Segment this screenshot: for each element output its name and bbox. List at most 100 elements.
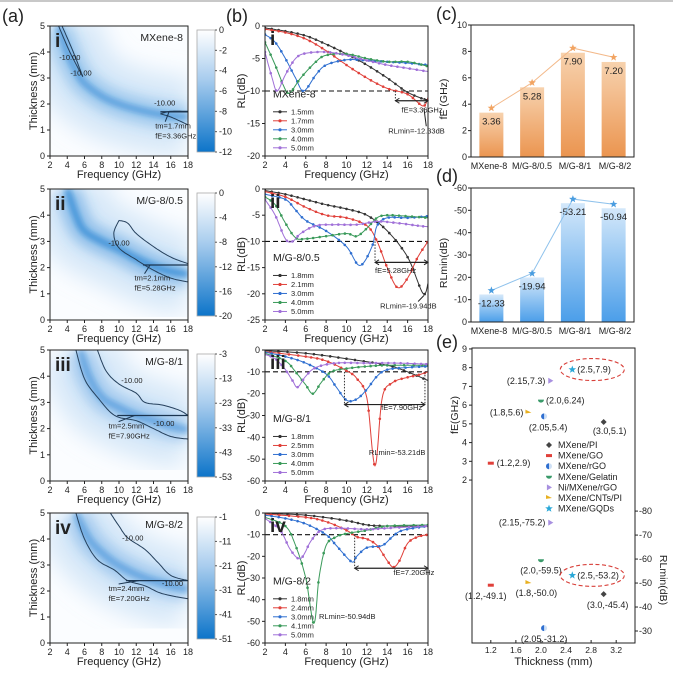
marker-diamond-icon [600, 418, 607, 425]
annotation-arrow [164, 111, 170, 122]
tm-annotation: tm=1.7mm [155, 122, 191, 131]
x-tick-label: 18 [183, 160, 193, 170]
rl-marker [321, 519, 324, 522]
rl-marker [314, 38, 318, 41]
rl-marker [322, 377, 326, 381]
x-tick-label: 14 [148, 160, 158, 170]
rl-curve-5.0mm [265, 518, 428, 560]
roman-label: iii [55, 355, 71, 376]
sample-name: M/G-8/0.5 [273, 252, 320, 264]
rl-marker [354, 234, 358, 238]
rl-marker [314, 60, 318, 64]
rl-marker [404, 222, 408, 226]
rl-marker [356, 361, 359, 365]
legend-marker [278, 624, 282, 628]
rl-marker [394, 60, 397, 64]
rl-marker [291, 61, 294, 64]
rl-marker [345, 63, 348, 67]
rl-marker [372, 524, 376, 527]
y-tick-label: 0 [40, 151, 45, 161]
rl-curves [265, 189, 428, 296]
legend-marker [278, 606, 282, 610]
rl-marker [381, 60, 385, 63]
rl-marker [343, 532, 347, 536]
rl-marker [356, 530, 360, 534]
x-tick-label: 2.8 [585, 645, 597, 655]
rl-marker [374, 238, 378, 241]
rl-marker [287, 514, 291, 518]
x-tick-label: 14 [382, 485, 392, 495]
rl-marker [285, 541, 288, 544]
rl-curve-1.8mm [265, 190, 428, 295]
y-tick-label: -40 [247, 595, 260, 605]
marker-diamond-icon [546, 442, 552, 448]
y-tick-label-left: 5 [462, 419, 467, 429]
colorbar-tick-label: -12 [219, 262, 232, 272]
rl-marker [302, 73, 305, 77]
colorbar-tick-label: -11 [219, 536, 231, 546]
x-axis-title: Frequency (GHz) [304, 333, 388, 345]
rl-marker [351, 218, 355, 221]
rl-marker [280, 50, 283, 53]
x-tick-label: 1.2 [485, 645, 497, 655]
legend-label: 5.0mm [291, 468, 314, 477]
rl-marker [290, 231, 293, 235]
rl-marker [284, 192, 287, 196]
bar-value-label: 7.90 [564, 57, 583, 68]
x-tick-label: 10 [114, 160, 124, 170]
x-tick-label: 2 [47, 160, 52, 170]
rl-marker [318, 235, 321, 239]
rl-marker [388, 383, 392, 386]
x-axis-title: Frequency (GHz) [77, 656, 161, 668]
rl-marker [290, 356, 293, 360]
rl-marker [402, 369, 406, 372]
rl-marker [280, 530, 283, 534]
rl-marker [417, 215, 421, 219]
rl-marker [291, 240, 294, 243]
colorbar-tick-label: -43 [219, 447, 232, 457]
category-label: M/G-8/1 [559, 161, 592, 171]
rl-marker [332, 52, 335, 56]
heatmap-ridge [72, 513, 188, 594]
rl-marker [270, 194, 274, 198]
rl-marker [318, 223, 321, 227]
rl-marker [410, 215, 414, 218]
rl-marker [331, 233, 334, 237]
marker-flag-icon [525, 409, 532, 414]
category-label: M/G-8/2 [599, 326, 632, 336]
rl-marker [289, 203, 293, 206]
rl-marker [345, 207, 348, 211]
rl-marker [405, 527, 409, 531]
rl-marker [345, 216, 348, 220]
rl-marker [343, 243, 347, 247]
rl-marker [385, 220, 389, 224]
rl-marker [411, 223, 414, 227]
rl-marker [315, 517, 319, 521]
rl-marker [317, 69, 321, 73]
rl-marker [269, 36, 272, 40]
legend-label: 2.1mm [291, 280, 314, 289]
rl-marker [295, 351, 299, 354]
rl-marker [320, 202, 324, 206]
rl-marker [353, 358, 357, 362]
rl-marker [284, 359, 287, 363]
rl-marker [302, 197, 306, 201]
rl-marker [367, 221, 371, 224]
rl-marker [381, 217, 385, 221]
rl-marker [286, 350, 289, 354]
rl-marker [339, 215, 342, 219]
rl-marker [381, 85, 385, 88]
star-marker [487, 286, 496, 294]
x-tick-label: 10 [341, 485, 351, 495]
rl-marker [277, 515, 280, 519]
rl-marker [314, 210, 318, 214]
rl-marker [349, 58, 352, 61]
legend-label: 5.0mm [291, 144, 314, 153]
rl-marker [332, 362, 336, 365]
rl-marker [397, 526, 401, 529]
rl-marker [302, 205, 306, 208]
marker-square-icon [487, 461, 494, 465]
rl-marker [397, 366, 401, 370]
y-tick-label: 2 [40, 586, 45, 596]
